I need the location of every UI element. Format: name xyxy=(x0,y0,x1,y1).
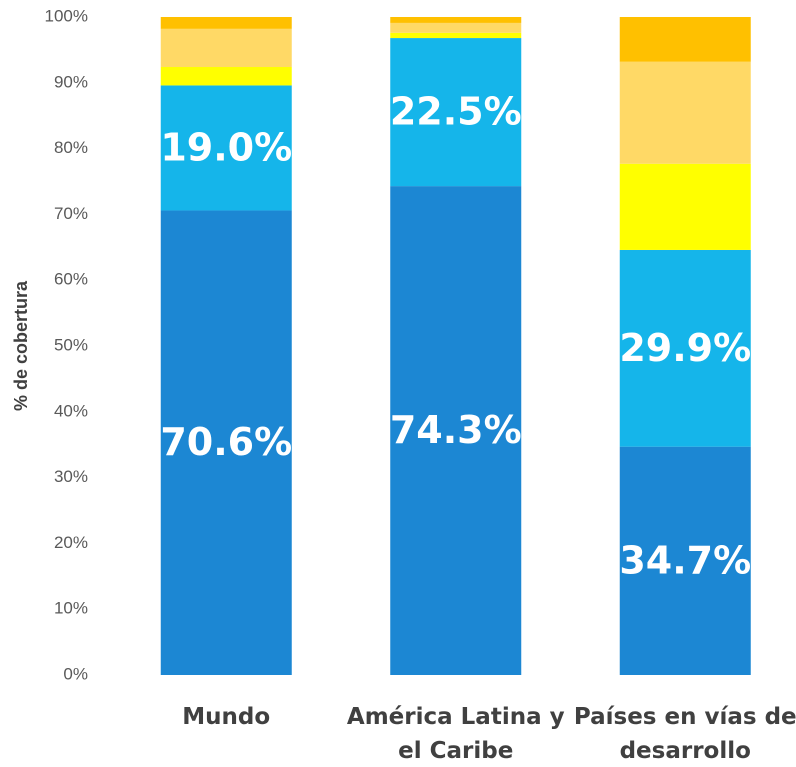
data-label: 34.7% xyxy=(619,538,751,582)
y-tick-label: 30% xyxy=(54,467,88,486)
data-label: 70.6% xyxy=(160,420,292,464)
bar-segment xyxy=(619,446,751,675)
bar-segment xyxy=(619,249,751,447)
data-label: 29.9% xyxy=(619,326,751,370)
bar-segment xyxy=(160,210,292,675)
bar-segment xyxy=(619,163,751,250)
y-tick-label: 0% xyxy=(63,664,88,683)
data-label: 74.3% xyxy=(390,408,522,452)
y-tick-label: 80% xyxy=(54,138,88,157)
data-label: 19.0% xyxy=(160,125,292,169)
y-tick-label: 40% xyxy=(54,401,88,420)
bar-segment xyxy=(160,28,292,68)
bar-segment xyxy=(390,32,522,39)
bar-segment xyxy=(160,17,292,29)
x-label-box: Países en vías de desarrollo xyxy=(573,704,796,764)
x-tick-label: América Latina y el Caribe xyxy=(346,704,565,764)
x-tick-label: Mundo xyxy=(182,704,271,730)
y-tick-label: 10% xyxy=(54,599,88,618)
bar-segment xyxy=(619,61,751,164)
bar-segment xyxy=(160,85,292,211)
y-tick-label: 90% xyxy=(54,72,88,91)
bar-segment xyxy=(390,17,522,23)
x-tick-label: Países en vías de desarrollo xyxy=(573,704,796,764)
bar-segment xyxy=(619,17,751,62)
x-label-box: América Latina y el Caribe xyxy=(346,704,565,764)
y-tick-label: 100% xyxy=(45,6,88,25)
data-label: 22.5% xyxy=(390,90,522,134)
y-axis-label: % de cobertura xyxy=(11,280,31,411)
y-tick-label: 60% xyxy=(54,270,88,289)
x-label-box: Mundo xyxy=(182,704,271,730)
bar-segment xyxy=(390,22,522,33)
y-tick-label: 50% xyxy=(54,335,88,354)
y-tick-label: 20% xyxy=(54,533,88,552)
bar-segment xyxy=(160,67,292,86)
y-tick-label: 70% xyxy=(54,204,88,223)
bar-segment xyxy=(390,186,522,675)
bar-segment xyxy=(390,38,522,187)
